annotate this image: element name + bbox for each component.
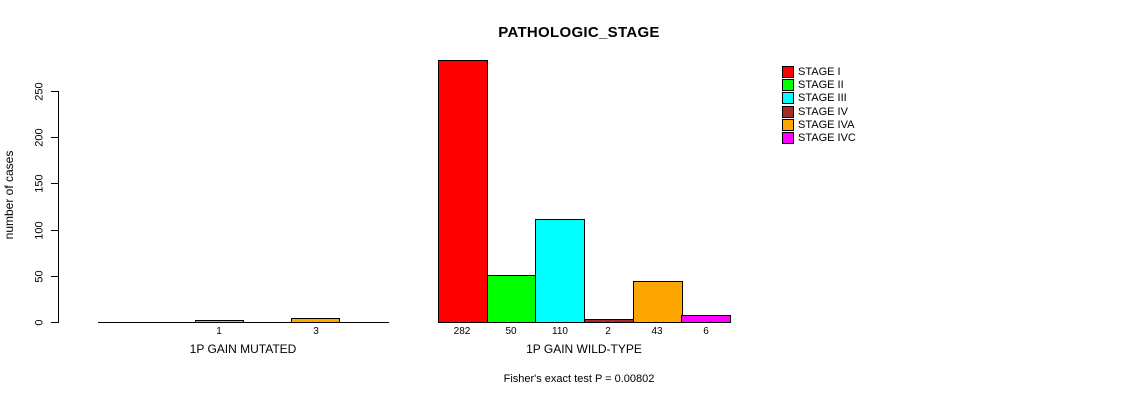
- y-tick-label: 250: [33, 82, 46, 101]
- legend-swatch-stage-ii: [782, 79, 794, 91]
- x-group-label-wild-type: 1P GAIN WILD-TYPE: [526, 342, 642, 356]
- bar-value-label: 282: [453, 326, 471, 337]
- x-group-label-mutated: 1P GAIN MUTATED: [189, 342, 297, 356]
- y-tick: [51, 137, 58, 138]
- legend-swatch-stage-iii: [782, 92, 794, 104]
- legend-label: STAGE IV: [798, 106, 848, 118]
- y-tick: [51, 91, 58, 92]
- zero-height-bar: [340, 322, 389, 323]
- zero-height-bar: [243, 322, 292, 323]
- bar-stage-iii: [195, 320, 244, 323]
- legend-label: STAGE III: [798, 92, 847, 104]
- legend-swatch-stage-iv: [782, 106, 794, 118]
- y-tick-label: 200: [33, 128, 46, 147]
- y-tick: [51, 276, 58, 277]
- y-tick-label: 50: [33, 270, 46, 283]
- legend-label: STAGE IVA: [798, 119, 855, 131]
- y-tick-label: 100: [33, 221, 46, 240]
- bar-value-label: 3: [313, 326, 319, 337]
- y-tick: [51, 183, 58, 184]
- legend-label: STAGE II: [798, 79, 844, 91]
- y-tick-label: 150: [33, 174, 46, 193]
- bar-value-label: 110: [552, 326, 568, 337]
- zero-height-bar: [146, 322, 195, 323]
- y-tick: [51, 230, 58, 231]
- bar-value-label: 2: [605, 326, 611, 337]
- bar-value-label: 50: [505, 326, 517, 337]
- fisher-test-annotation: Fisher's exact test P = 0.00802: [503, 373, 655, 385]
- bar-stage-iii: [535, 219, 585, 323]
- legend-swatch-stage-i: [782, 66, 794, 78]
- y-tick: [51, 322, 58, 323]
- zero-height-bar: [98, 322, 147, 323]
- bar-value-label: 6: [703, 326, 709, 337]
- legend-label: STAGE IVC: [798, 132, 856, 144]
- bar-stage-iv: [584, 319, 634, 323]
- legend-swatch-stage-ivc: [782, 132, 794, 144]
- bar-value-label: 43: [651, 326, 663, 337]
- bar-value-label: 1: [216, 326, 222, 337]
- legend-swatch-stage-iva: [782, 119, 794, 131]
- legend-label: STAGE I: [798, 66, 841, 78]
- y-axis-line: [58, 91, 59, 323]
- y-axis-label: number of cases: [2, 150, 16, 240]
- bar-stage-iva: [633, 281, 683, 323]
- bar-stage-i: [438, 60, 488, 323]
- chart-title: PATHOLOGIC_STAGE: [498, 24, 660, 41]
- bar-stage-ii: [487, 275, 537, 323]
- bar-stage-ivc: [681, 315, 731, 323]
- bar-stage-iva: [291, 318, 340, 323]
- y-tick-label: 0: [33, 319, 46, 326]
